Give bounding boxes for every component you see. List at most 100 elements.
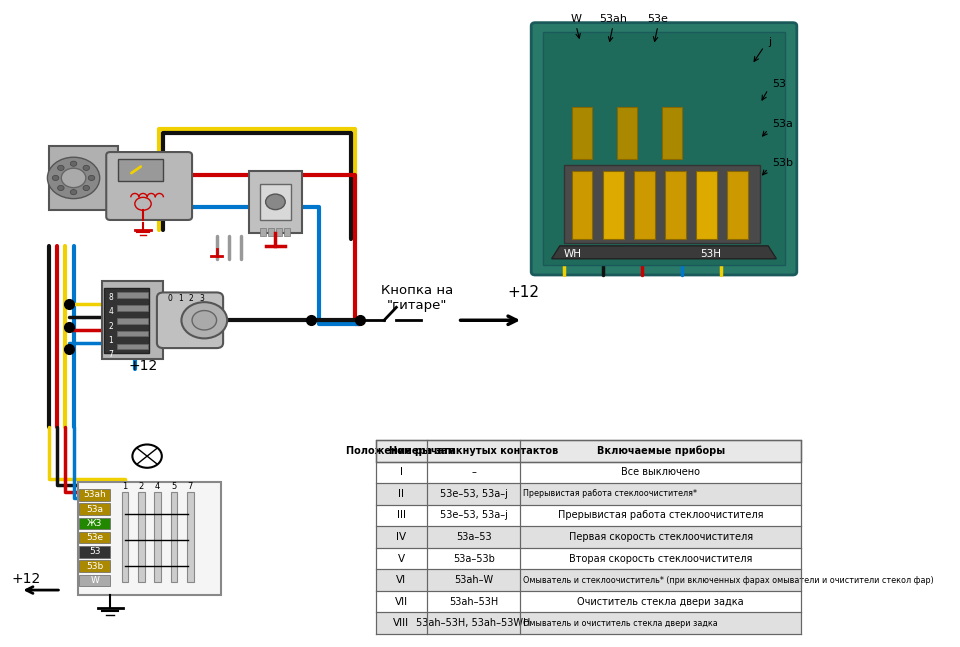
Text: Омыватель и стеклоочиститель* (при включенных фарах омыватели и очистители стеко: Омыватель и стеклоочиститель* (при включ… (523, 576, 934, 585)
Bar (376, 613, 801, 634)
Text: +12: +12 (129, 358, 157, 373)
Bar (603, 171, 624, 239)
Bar (662, 107, 683, 159)
Text: Прерывистая работа стеклоочистителя: Прерывистая работа стеклоочистителя (558, 510, 763, 520)
Text: 53H: 53H (701, 249, 722, 259)
Bar (117, 331, 148, 336)
FancyBboxPatch shape (156, 292, 223, 348)
Bar (138, 492, 145, 582)
Text: 53е–53, 53а–j: 53е–53, 53а–j (440, 489, 508, 499)
Bar (696, 171, 717, 239)
Bar (376, 483, 801, 505)
Text: 3: 3 (200, 294, 204, 303)
Circle shape (266, 194, 285, 210)
Bar (117, 344, 148, 349)
Bar (572, 107, 592, 159)
Text: 0: 0 (168, 294, 173, 303)
Text: VII: VII (395, 597, 408, 607)
Bar (80, 575, 110, 586)
Text: Включаемые приборы: Включаемые приборы (596, 446, 725, 456)
Text: Вторая скорость стеклоочистителя: Вторая скорость стеклоочистителя (569, 554, 753, 564)
Bar (376, 526, 801, 548)
Text: 53е: 53е (86, 533, 104, 542)
Text: V: V (397, 554, 405, 564)
Text: 53b: 53b (86, 562, 104, 571)
Bar (117, 305, 148, 311)
Text: 7: 7 (108, 350, 113, 359)
Text: 2: 2 (189, 294, 194, 303)
Circle shape (181, 302, 228, 338)
Text: W: W (90, 576, 99, 585)
Bar (49, 146, 118, 210)
Text: Ж3: Ж3 (87, 519, 103, 528)
Text: VIII: VIII (394, 619, 410, 628)
Text: 53а–53b: 53а–53b (453, 554, 494, 564)
Text: Положение рычага: Положение рычага (347, 446, 456, 455)
Text: Прерывистая работа стеклоочистителя*: Прерывистая работа стеклоочистителя* (523, 489, 697, 498)
Bar (260, 184, 291, 220)
Bar (376, 440, 801, 461)
Bar (187, 492, 194, 582)
Bar (117, 292, 148, 298)
Bar (276, 228, 282, 236)
Text: II: II (398, 489, 404, 499)
Text: 53: 53 (89, 547, 101, 556)
Circle shape (61, 168, 85, 188)
Bar (80, 560, 110, 572)
Bar (376, 461, 801, 483)
Text: j: j (768, 37, 771, 47)
Circle shape (132, 444, 162, 468)
Text: 8: 8 (108, 293, 113, 302)
Bar (543, 32, 784, 265)
Text: –: – (471, 467, 476, 477)
Text: 2: 2 (108, 322, 113, 331)
Bar (617, 107, 637, 159)
Circle shape (58, 165, 64, 170)
Circle shape (192, 311, 217, 330)
Bar (284, 228, 290, 236)
Circle shape (83, 165, 89, 170)
Text: Очиститель стекла двери задка: Очиститель стекла двери задка (577, 597, 744, 607)
Bar (80, 532, 110, 543)
Text: 53b: 53b (772, 158, 793, 168)
Text: +12: +12 (507, 285, 539, 300)
Circle shape (88, 175, 95, 181)
Text: Первая скорость стеклоочистителя: Первая скорость стеклоочистителя (568, 532, 753, 542)
Text: I: I (400, 467, 403, 477)
Text: 1: 1 (108, 336, 113, 345)
Text: VI: VI (396, 575, 406, 585)
Text: W: W (570, 14, 582, 25)
Bar (122, 492, 129, 582)
Bar (665, 171, 685, 239)
Text: 53ah: 53ah (84, 490, 107, 499)
Text: Все выключено: Все выключено (621, 467, 700, 477)
Text: 53е–53, 53а–j: 53е–53, 53а–j (440, 510, 508, 520)
Circle shape (58, 186, 64, 191)
Bar (155, 492, 161, 582)
Bar (78, 482, 221, 595)
Text: 53: 53 (772, 79, 786, 89)
Bar (635, 171, 655, 239)
Circle shape (70, 190, 77, 195)
Bar (728, 171, 748, 239)
Text: 7: 7 (188, 482, 193, 491)
Bar (572, 171, 592, 239)
Text: WH: WH (564, 249, 582, 259)
Bar (80, 546, 110, 558)
Text: Омыватель и очиститель стекла двери задка: Омыватель и очиститель стекла двери задк… (523, 619, 718, 628)
Text: 53а–53: 53а–53 (456, 532, 492, 542)
Text: Номера замкнутых контактов: Номера замкнутых контактов (389, 446, 559, 455)
Text: +12: +12 (12, 572, 40, 586)
Bar (171, 492, 178, 582)
Bar (376, 591, 801, 613)
Bar (376, 569, 801, 591)
Text: 53ah–53H, 53ah–53WH: 53ah–53H, 53ah–53WH (417, 619, 531, 628)
Text: 53ah–53H: 53ah–53H (449, 597, 498, 607)
FancyBboxPatch shape (531, 23, 797, 275)
Circle shape (52, 175, 59, 181)
Bar (80, 489, 110, 501)
Text: 53ah: 53ah (599, 14, 627, 25)
Bar (118, 159, 163, 181)
Text: 1: 1 (179, 294, 183, 303)
Bar (104, 288, 149, 353)
